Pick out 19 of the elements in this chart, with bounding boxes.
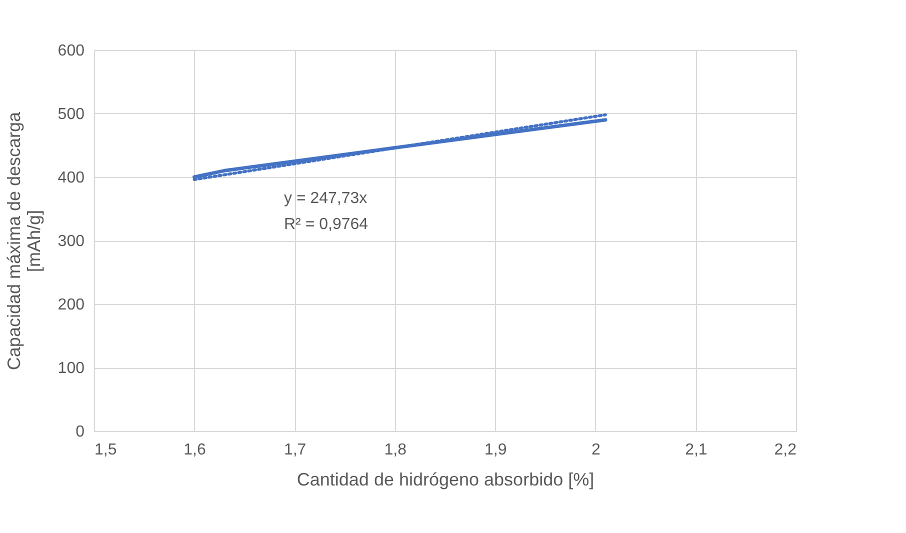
x-tick-label: 2,2 [774, 442, 797, 458]
x-tick-label: 1,6 [184, 442, 206, 458]
x-tick-label: 2,1 [685, 442, 708, 458]
x-tick-label: 1,5 [94, 442, 117, 458]
x-axis-title: Cantidad de hidrógeno absorbido [%] [296, 470, 594, 490]
y-tick-label: 400 [58, 170, 85, 186]
y-tick-label: 600 [58, 42, 85, 60]
x-tick-label: 1,7 [284, 442, 306, 458]
annotation: R² = 0,9764 [284, 216, 368, 233]
y-tick-label: 100 [58, 360, 85, 377]
y-tick-label: 0 [76, 424, 85, 440]
y-tick-label: 200 [58, 296, 85, 314]
y-tick-label: 300 [58, 233, 85, 250]
x-tick-label: 1,9 [484, 442, 507, 458]
annotation: y = 247,73x [284, 190, 368, 207]
y-tick-label: 500 [58, 106, 85, 123]
x-tick-label: 1,8 [384, 442, 407, 458]
x-tick-label: 2 [591, 442, 600, 458]
y-axis-title: Capacidad máxima de descarga [mAh/g] [4, 110, 44, 370]
